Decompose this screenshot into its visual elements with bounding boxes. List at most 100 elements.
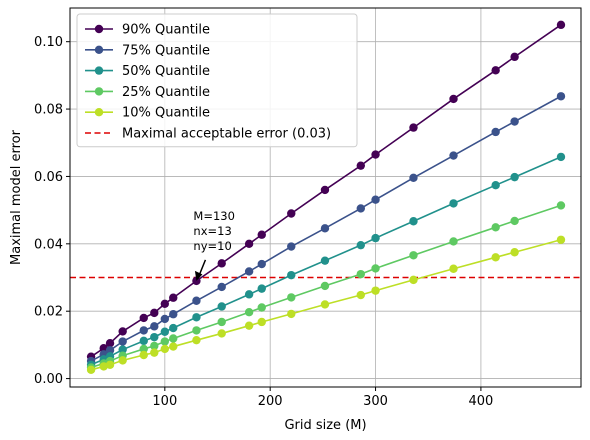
series-marker — [192, 326, 201, 335]
legend-entry: 90% Quantile — [85, 23, 210, 38]
series-marker — [244, 290, 254, 299]
series-marker — [371, 150, 380, 159]
series-marker — [244, 239, 254, 249]
series-marker — [217, 282, 226, 292]
legend-entry: 75% Quantile — [85, 43, 210, 58]
x-tick-label: 100 — [152, 394, 177, 409]
series-marker — [409, 251, 418, 260]
series-marker — [449, 264, 458, 273]
series-marker — [287, 242, 296, 251]
series-marker — [244, 308, 254, 317]
series-marker — [356, 269, 365, 279]
legend-label: 75% Quantile — [122, 43, 210, 58]
series-marker — [169, 310, 178, 319]
series-marker — [356, 290, 365, 300]
series-marker — [139, 336, 148, 346]
series-marker — [169, 342, 178, 351]
series-marker — [556, 235, 566, 244]
series-marker — [217, 329, 226, 338]
series-marker — [169, 334, 178, 343]
series-marker — [169, 293, 178, 302]
series-marker — [371, 286, 380, 295]
series-marker — [150, 308, 159, 318]
series-marker — [510, 117, 519, 126]
series-marker — [150, 322, 159, 331]
series-marker — [150, 348, 159, 357]
series-marker — [257, 284, 266, 293]
series-marker — [510, 248, 519, 257]
series-marker — [556, 20, 566, 30]
y-tick-label: 0.06 — [34, 170, 63, 185]
series-marker — [105, 339, 115, 348]
series-marker — [160, 314, 170, 324]
series-marker — [320, 300, 330, 309]
series-marker — [160, 327, 170, 336]
series-marker — [257, 317, 266, 327]
series-marker — [449, 237, 458, 246]
series-marker — [371, 264, 380, 273]
series-marker — [320, 224, 330, 233]
legend-swatch-marker — [94, 66, 104, 75]
y-tick-label: 0.10 — [34, 35, 63, 50]
series-marker — [86, 365, 96, 375]
series-marker — [449, 151, 458, 160]
series-marker — [257, 230, 266, 239]
series-marker — [371, 233, 380, 243]
series-marker — [150, 341, 159, 351]
y-tick-label: 0.02 — [34, 305, 63, 320]
series-marker — [192, 335, 201, 345]
series-marker — [556, 201, 566, 210]
series-marker — [409, 173, 418, 182]
series-marker — [556, 152, 566, 162]
series-marker — [510, 172, 519, 182]
series-marker — [118, 345, 127, 354]
axis-ticks: 100 200 300 400 0.00 0.02 0.04 0.06 0.08 0.10 — [34, 35, 493, 409]
series-marker — [449, 94, 458, 104]
series-marker — [217, 259, 226, 268]
series-marker — [409, 217, 418, 226]
series-marker — [287, 270, 296, 280]
series-marker — [217, 302, 226, 311]
series-marker — [257, 259, 266, 269]
series-marker — [409, 123, 418, 132]
series-marker — [556, 92, 566, 101]
series-marker — [160, 299, 170, 308]
series-marker — [139, 350, 148, 360]
legend: 90% Quantile 75% Quantile 50% Quantile 25% … — [76, 13, 358, 148]
series-marker — [510, 216, 519, 226]
series-marker — [169, 323, 178, 333]
series-lines — [86, 20, 566, 375]
legend-entry: 10% Quantile — [85, 106, 210, 121]
x-axis-label: Grid size (M) — [284, 418, 366, 433]
series-marker — [510, 52, 519, 62]
series-marker — [356, 161, 365, 170]
y-tick-label: 0.00 — [34, 372, 63, 387]
annotation-text-line: nx=13 — [193, 224, 231, 238]
series-marker — [244, 267, 254, 276]
legend-swatch-marker — [94, 45, 104, 54]
legend-entry: 25% Quantile — [85, 85, 210, 100]
legend-label: Maximal acceptable error (0.03) — [122, 127, 331, 142]
series-marker — [491, 127, 500, 137]
annotation-arrow-head — [194, 270, 203, 281]
x-tick-label: 400 — [468, 394, 493, 409]
series-marker — [356, 240, 365, 250]
series-marker — [160, 344, 170, 354]
series-group — [86, 92, 566, 366]
series-marker — [449, 199, 458, 208]
series-marker — [287, 309, 296, 319]
series-marker — [491, 66, 500, 75]
plot-frame — [69, 7, 582, 388]
series-marker — [118, 327, 127, 336]
series-marker — [192, 296, 201, 305]
y-axis-label: Maximal model error — [9, 129, 24, 265]
legend-label: 90% Quantile — [122, 23, 210, 38]
series-marker — [257, 303, 266, 312]
series-group — [86, 235, 566, 375]
series-marker — [320, 185, 330, 195]
legend-box — [76, 13, 358, 148]
series-marker — [105, 360, 115, 369]
